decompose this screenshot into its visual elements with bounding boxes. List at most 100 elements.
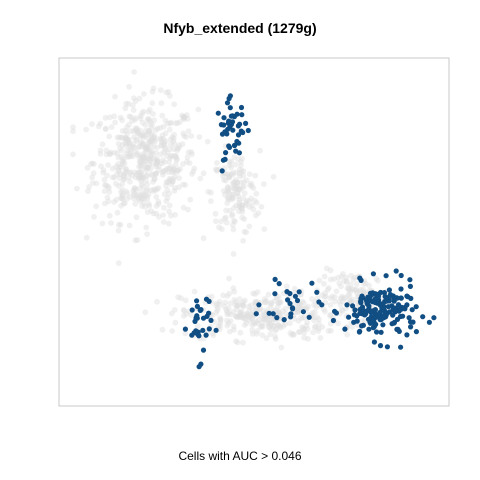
background-cell-point bbox=[146, 139, 153, 145]
active-cell-point bbox=[409, 307, 415, 313]
active-cell-point bbox=[287, 290, 293, 297]
active-cell-point bbox=[364, 299, 371, 305]
active-cell-point bbox=[384, 344, 390, 350]
background-cell-point bbox=[144, 144, 150, 151]
background-cell-point bbox=[234, 313, 241, 320]
background-cell-point bbox=[333, 288, 340, 295]
background-cell-point bbox=[232, 299, 239, 305]
background-cell-point bbox=[140, 192, 147, 198]
background-cell-point bbox=[109, 165, 116, 172]
background-cell-point bbox=[261, 316, 268, 323]
background-cell-point bbox=[125, 174, 132, 181]
background-cell-point bbox=[235, 314, 241, 321]
background-cell-point bbox=[229, 222, 236, 228]
background-cell-point bbox=[101, 176, 108, 183]
background-cell-point bbox=[124, 190, 131, 197]
background-cell-point bbox=[244, 312, 251, 319]
background-cell-point bbox=[366, 282, 372, 289]
background-cell-point bbox=[134, 137, 140, 144]
background-cell-point bbox=[316, 316, 322, 323]
active-cell-point bbox=[357, 275, 363, 281]
background-cell-point bbox=[265, 323, 272, 330]
background-cell-point bbox=[147, 165, 154, 172]
background-cell-point bbox=[237, 187, 244, 193]
background-cell-point bbox=[260, 316, 267, 323]
background-cell-point bbox=[159, 132, 166, 139]
background-cell-point bbox=[231, 205, 237, 212]
background-cell-point bbox=[305, 303, 311, 310]
background-cell-point bbox=[194, 323, 201, 329]
background-cell-point bbox=[125, 136, 132, 143]
background-cell-point bbox=[150, 210, 157, 217]
background-cell-point bbox=[103, 147, 110, 154]
background-cell-point bbox=[146, 117, 153, 124]
background-cell-point bbox=[168, 153, 175, 159]
background-cell-point bbox=[216, 224, 222, 231]
background-cell-point bbox=[242, 202, 249, 209]
background-cell-point bbox=[132, 237, 139, 244]
background-cell-point bbox=[150, 111, 156, 117]
background-cell-point bbox=[140, 134, 147, 141]
background-cell-point bbox=[148, 187, 154, 194]
background-cell-point bbox=[119, 181, 126, 187]
active-cell-point bbox=[350, 303, 356, 309]
background-cell-point bbox=[136, 155, 143, 162]
background-cell-point bbox=[112, 93, 118, 100]
background-cell-point bbox=[132, 148, 139, 155]
active-cell-point bbox=[227, 93, 233, 99]
background-cell-point bbox=[236, 208, 242, 215]
background-cell-point bbox=[162, 138, 169, 145]
background-cell-point bbox=[136, 169, 143, 176]
background-cell-point bbox=[123, 151, 130, 157]
active-cell-point bbox=[306, 314, 312, 320]
background-cell-point bbox=[105, 198, 112, 205]
background-cell-point bbox=[138, 169, 145, 175]
background-cell-point bbox=[301, 300, 307, 306]
background-cell-point bbox=[101, 188, 108, 195]
background-cell-point bbox=[163, 166, 170, 172]
background-cell-point bbox=[290, 331, 297, 337]
background-cell-point bbox=[233, 177, 240, 183]
background-cell-point bbox=[147, 120, 154, 126]
background-cell-point bbox=[239, 206, 246, 213]
background-cell-point bbox=[153, 170, 160, 177]
background-cell-point bbox=[137, 170, 144, 177]
background-cell-point bbox=[166, 146, 173, 153]
background-cell-point bbox=[137, 175, 144, 181]
background-cell-point bbox=[213, 300, 220, 307]
background-cell-point bbox=[339, 293, 345, 300]
background-cell-point bbox=[93, 203, 100, 210]
background-cell-point bbox=[242, 311, 249, 318]
background-cell-point bbox=[158, 151, 164, 158]
background-cell-point bbox=[311, 302, 317, 308]
active-cell-point bbox=[398, 306, 404, 312]
background-cell-point bbox=[118, 189, 124, 195]
background-cell-point bbox=[155, 185, 162, 191]
active-cell-point bbox=[352, 307, 358, 313]
background-cell-point bbox=[179, 112, 185, 119]
background-cell-point bbox=[315, 325, 322, 332]
background-cell-point bbox=[238, 179, 244, 186]
background-cell-point bbox=[230, 309, 237, 315]
background-cell-point bbox=[118, 134, 125, 141]
background-cell-point bbox=[137, 158, 144, 164]
background-cell-point bbox=[156, 167, 163, 174]
background-cell-point bbox=[120, 173, 127, 179]
background-cell-point bbox=[133, 214, 140, 221]
background-cell-point bbox=[115, 167, 121, 174]
background-cell-point bbox=[236, 186, 242, 193]
background-cell-point bbox=[152, 138, 159, 145]
background-cell-point bbox=[168, 163, 175, 170]
background-cell-point bbox=[232, 218, 238, 225]
background-cell-point bbox=[142, 145, 148, 151]
background-cell-point bbox=[123, 188, 130, 195]
background-cell-point bbox=[137, 127, 143, 134]
background-cell-point bbox=[126, 222, 133, 229]
background-cell-point bbox=[353, 281, 360, 287]
background-cell-point bbox=[127, 169, 134, 176]
background-cell-point bbox=[231, 180, 237, 187]
background-cell-point bbox=[139, 143, 146, 150]
background-cell-point bbox=[246, 307, 253, 314]
background-cell-point bbox=[131, 95, 137, 102]
background-cell-point bbox=[118, 164, 125, 170]
